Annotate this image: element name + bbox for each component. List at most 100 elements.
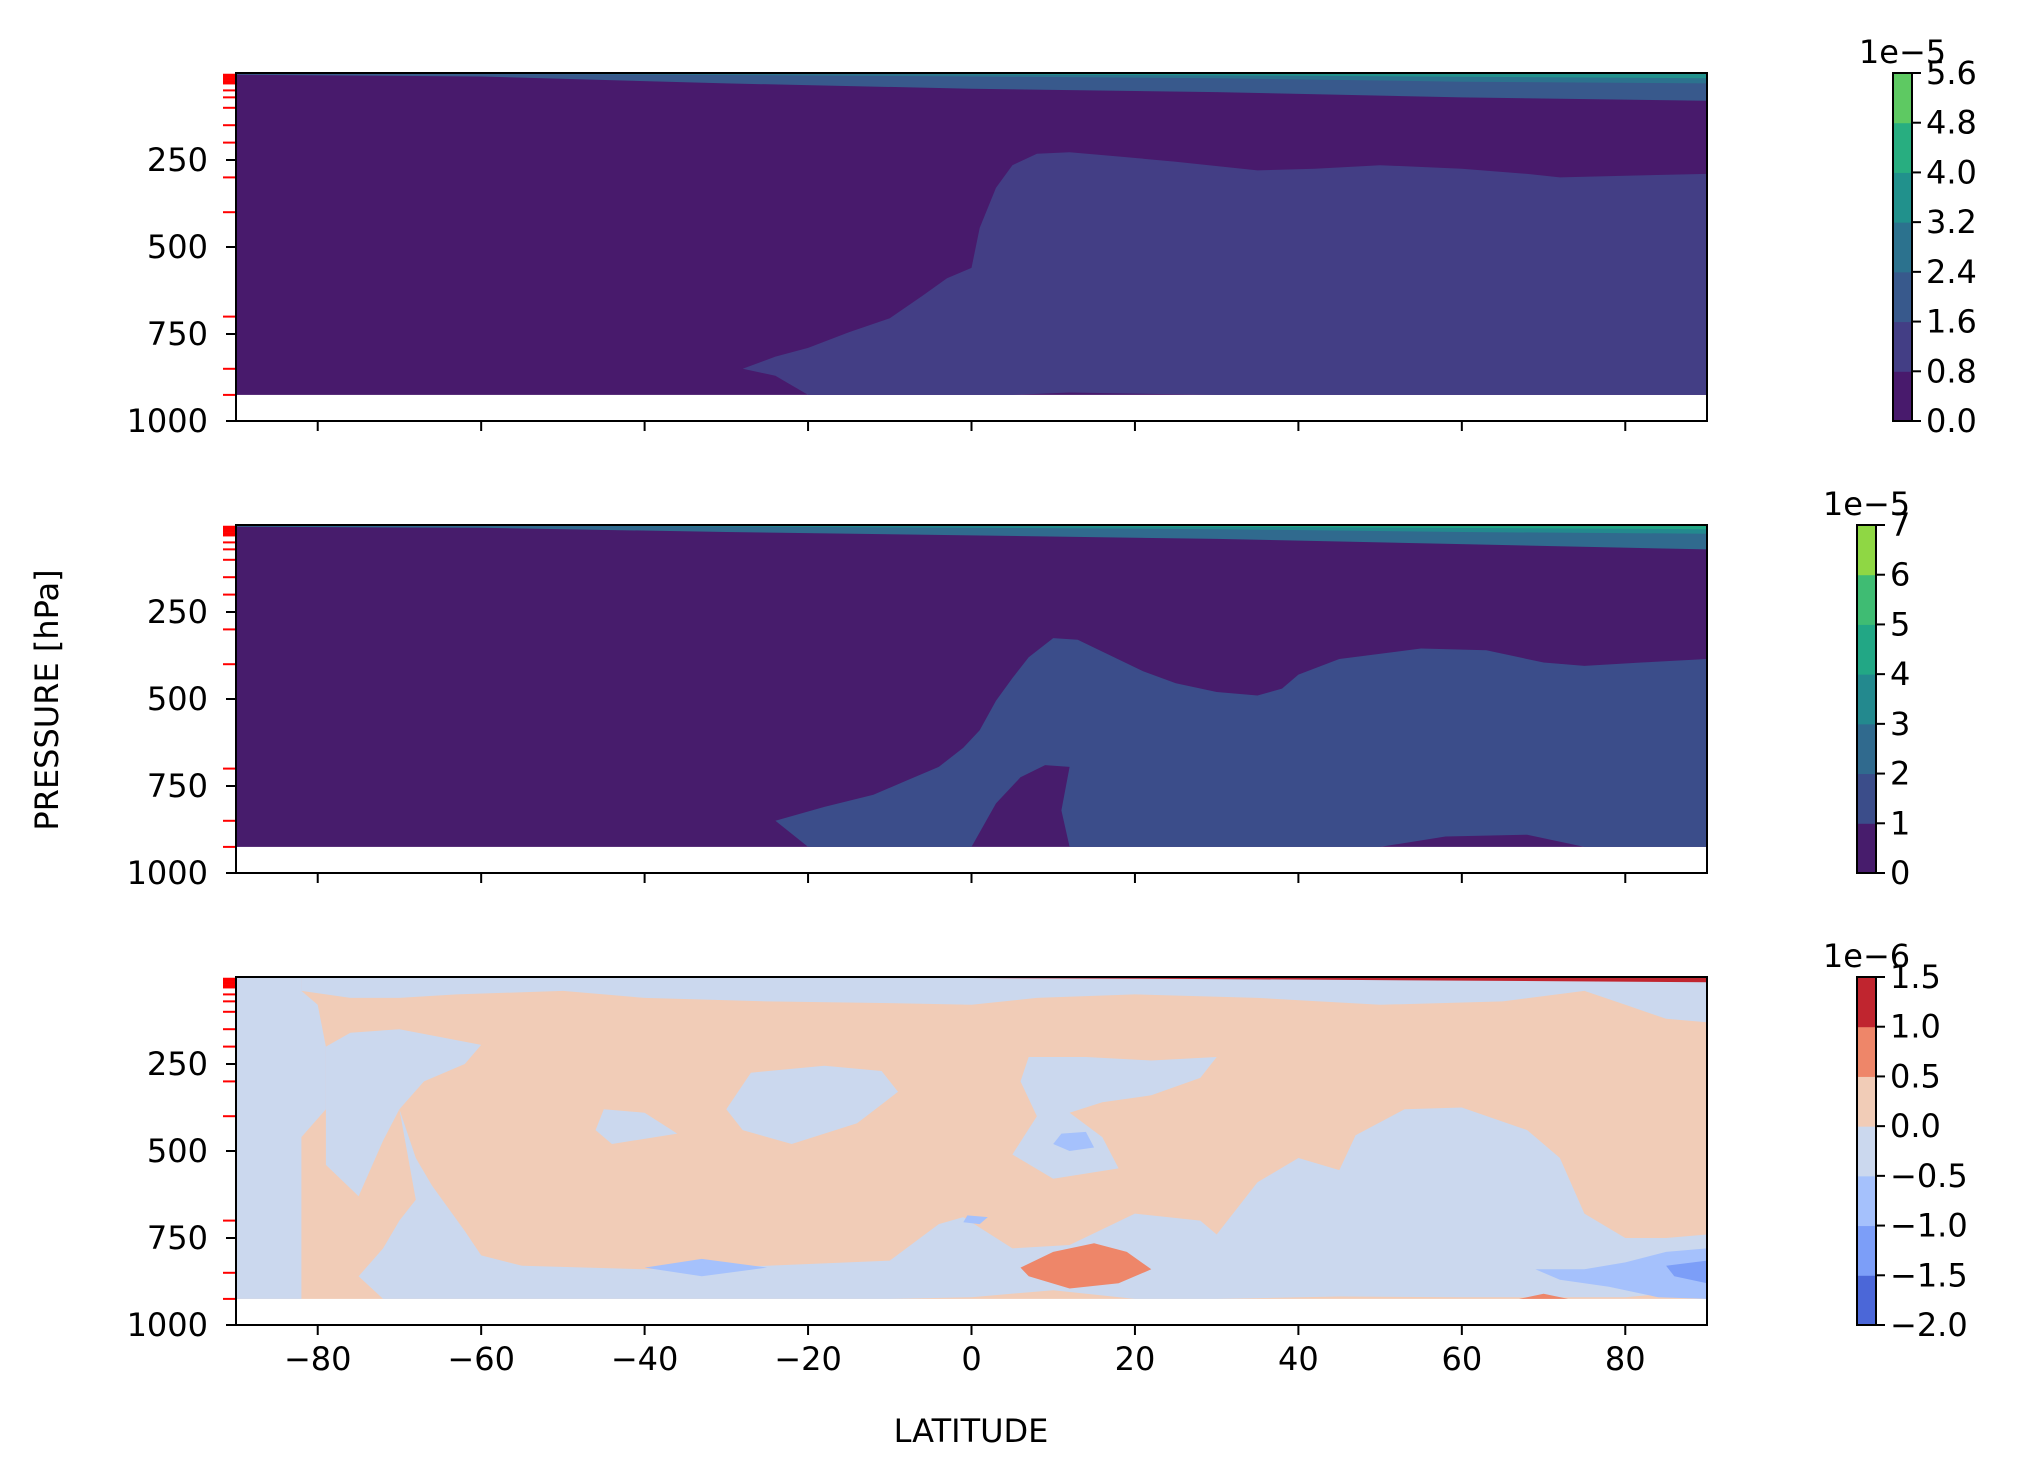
colorbar-segment — [1857, 723, 1876, 775]
x-tick-label: 0 — [961, 1340, 981, 1378]
colorbar-tick-label: 3.2 — [1926, 203, 1977, 241]
panel-top: 250 500 750 1000 — [127, 72, 1708, 440]
y-tick-label: 750 — [147, 767, 208, 805]
colorbar-tick-label: 5.6 — [1926, 54, 1977, 92]
colorbar-segment — [1857, 1175, 1876, 1227]
colorbar-tick-label: −0.5 — [1890, 1157, 1968, 1195]
y-tick-label: 250 — [147, 141, 208, 179]
contour-fills — [236, 977, 1707, 1299]
colorbar-tick-label: −2.0 — [1890, 1306, 1968, 1344]
contour-region-4 — [595, 1109, 678, 1144]
x-tick-label: −20 — [774, 1340, 842, 1378]
colorbar-tick-label: 2.4 — [1926, 253, 1977, 291]
y-tick-label: 500 — [147, 680, 208, 718]
x-tick-label: −40 — [611, 1340, 679, 1378]
colorbar-tick-label: 1.5 — [1890, 958, 1941, 996]
colorbar-middle: 0 1 2 3 4 5 6 71e−5 — [1823, 485, 1910, 892]
y-tick-label: 500 — [147, 228, 208, 266]
y-tick-label: 250 — [147, 593, 208, 631]
contour-region-5 — [726, 1065, 898, 1144]
colorbar-segment — [1893, 122, 1912, 173]
colorbar-segment — [1893, 73, 1912, 124]
colorbar-offset-text: 1e−5 — [1859, 33, 1946, 71]
colorbar-frame — [1892, 72, 1913, 422]
contour-region-3 — [644, 73, 1707, 79]
colorbar-segment — [1857, 574, 1876, 625]
colorbar-tick-label: 4 — [1890, 655, 1910, 693]
colorbar-segment — [1893, 222, 1912, 273]
colorbar-tick-label: 5 — [1890, 605, 1910, 643]
y-tick-label: 750 — [147, 315, 208, 353]
colorbar-segment — [1857, 1126, 1876, 1177]
colorbar-segment — [1857, 823, 1876, 874]
colorbar-tick-label: 0 — [1890, 854, 1910, 892]
contour-region-7 — [1053, 1131, 1095, 1151]
colorbar-tick-label: 0.5 — [1890, 1057, 1941, 1095]
contour-region-1 — [301, 977, 1707, 1023]
y-tick-label: 1000 — [127, 402, 208, 440]
y-tick-label: 1000 — [127, 854, 208, 892]
y-axis-label: PRESSURE [hPa] — [28, 569, 66, 830]
colorbar-tick-label: 1.6 — [1926, 303, 1977, 341]
contour-region-9 — [963, 1215, 988, 1225]
contour-region-2 — [325, 1029, 482, 1197]
colorbar-tick-label: 7 — [1890, 506, 1910, 544]
contour-region-14 — [808, 977, 1707, 983]
colorbar-segment — [1857, 624, 1876, 675]
y-tick-label: 750 — [147, 1219, 208, 1257]
colorbar-segment — [1893, 371, 1912, 422]
x-tick-label: 80 — [1605, 1340, 1646, 1378]
contour-region-12 — [1020, 1243, 1152, 1289]
x-tick-label: 60 — [1441, 1340, 1482, 1378]
colorbar-segment — [1893, 321, 1912, 372]
colorbar-bottom: −2.0 −1.5 −1.0 −0.5 0.0 0.5 1.0 1.51e−6 — [1823, 937, 1968, 1344]
y-tick-label: 500 — [147, 1132, 208, 1170]
colorbar-segment — [1857, 1225, 1876, 1276]
colorbar-segment — [1857, 773, 1876, 824]
contour-region-11 — [1666, 1260, 1707, 1284]
contour-region-8 — [644, 1258, 768, 1277]
colorbar-tick-label: 3 — [1890, 705, 1910, 743]
colorbar-tick-label: 0.0 — [1890, 1107, 1941, 1145]
colorbar-tick-label: −1.5 — [1890, 1256, 1968, 1294]
x-tick-label: 40 — [1278, 1340, 1319, 1378]
colorbar-tick-label: 2 — [1890, 755, 1910, 793]
colorbar-top: 0.0 0.8 1.6 2.4 3.2 4.0 4.8 5.61e−5 — [1859, 33, 1977, 440]
colorbar-segment — [1857, 1275, 1876, 1326]
contour-region-10 — [1535, 1248, 1707, 1299]
colorbar-tick-label: 1 — [1890, 804, 1910, 842]
colorbar-segment — [1893, 172, 1912, 223]
x-tick-label: −80 — [284, 1340, 352, 1378]
y-tick-label: 250 — [147, 1045, 208, 1083]
panel-middle: 250 500 750 1000 — [127, 524, 1708, 892]
contour-region-0 — [742, 152, 1707, 395]
colorbar-tick-label: 1.0 — [1890, 1008, 1941, 1046]
colorbar-tick-label: 0.8 — [1926, 352, 1977, 390]
contour-region-13 — [1519, 1293, 1569, 1299]
colorbar-frame — [1856, 524, 1877, 874]
contour-region-3 — [726, 525, 1707, 530]
contour-fills — [236, 73, 1707, 395]
colorbar-segment — [1857, 674, 1876, 725]
contour-region-0 — [775, 638, 1707, 847]
x-axis-label: LATITUDE — [894, 1412, 1049, 1450]
x-tick-label: 20 — [1115, 1340, 1156, 1378]
colorbar-offset-text: 1e−6 — [1823, 937, 1910, 975]
colorbar-tick-label: −1.0 — [1890, 1207, 1968, 1245]
colorbar-tick-label: 4.0 — [1926, 153, 1977, 191]
panel-bottom: 250 500 750 1000 −80 −60 −40 −20 0 20 40 60 80 — [127, 976, 1708, 1378]
contour-region-3 — [358, 1107, 1707, 1299]
colorbar-segment — [1857, 977, 1876, 1028]
colorbar-frame — [1856, 976, 1877, 1326]
contour-region-1 — [236, 525, 1707, 550]
colorbar-tick-label: 6 — [1890, 556, 1910, 594]
contour-fills — [236, 525, 1707, 847]
contour-region-0 — [236, 977, 326, 1299]
colorbar-segment — [1857, 525, 1876, 576]
colorbar-segment — [1857, 1076, 1876, 1127]
x-tick-label: −60 — [447, 1340, 515, 1378]
colorbar-tick-label: 0.0 — [1926, 402, 1977, 440]
colorbar-segment — [1857, 1026, 1876, 1077]
y-tick-label: 1000 — [127, 1306, 208, 1344]
